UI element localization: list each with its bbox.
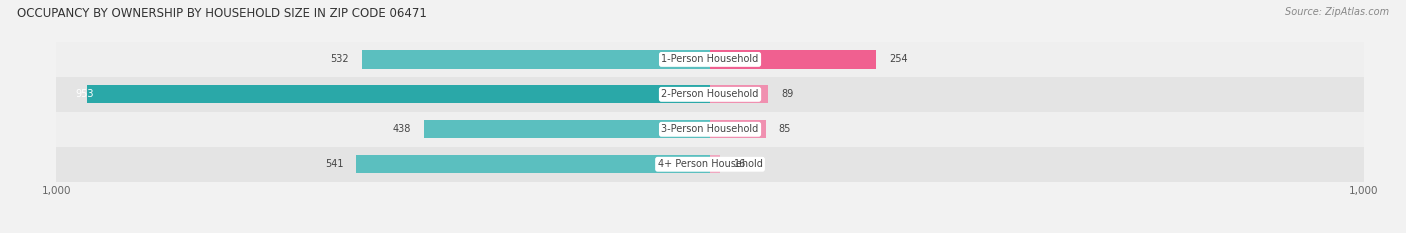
Bar [87,85,710,103]
Text: 953: 953 [76,89,94,99]
Bar [56,42,1364,77]
Text: 1-Person Household: 1-Person Household [661,55,759,64]
Text: 3-Person Household: 3-Person Household [661,124,759,134]
Bar [56,147,1364,182]
Bar [710,155,720,173]
Bar [356,155,710,173]
Text: 16: 16 [734,159,745,169]
Bar [710,120,766,138]
Text: 532: 532 [330,55,349,64]
Text: 438: 438 [392,124,411,134]
Text: OCCUPANCY BY OWNERSHIP BY HOUSEHOLD SIZE IN ZIP CODE 06471: OCCUPANCY BY OWNERSHIP BY HOUSEHOLD SIZE… [17,7,427,20]
Text: 89: 89 [782,89,793,99]
Bar [423,120,710,138]
Bar [363,50,710,69]
Bar [56,112,1364,147]
Text: 4+ Person Household: 4+ Person Household [658,159,762,169]
Bar [56,77,1364,112]
Text: 541: 541 [325,159,343,169]
Text: 85: 85 [779,124,792,134]
Text: 254: 254 [889,55,908,64]
Text: Source: ZipAtlas.com: Source: ZipAtlas.com [1285,7,1389,17]
Bar [710,50,876,69]
Text: 2-Person Household: 2-Person Household [661,89,759,99]
Bar [710,85,768,103]
